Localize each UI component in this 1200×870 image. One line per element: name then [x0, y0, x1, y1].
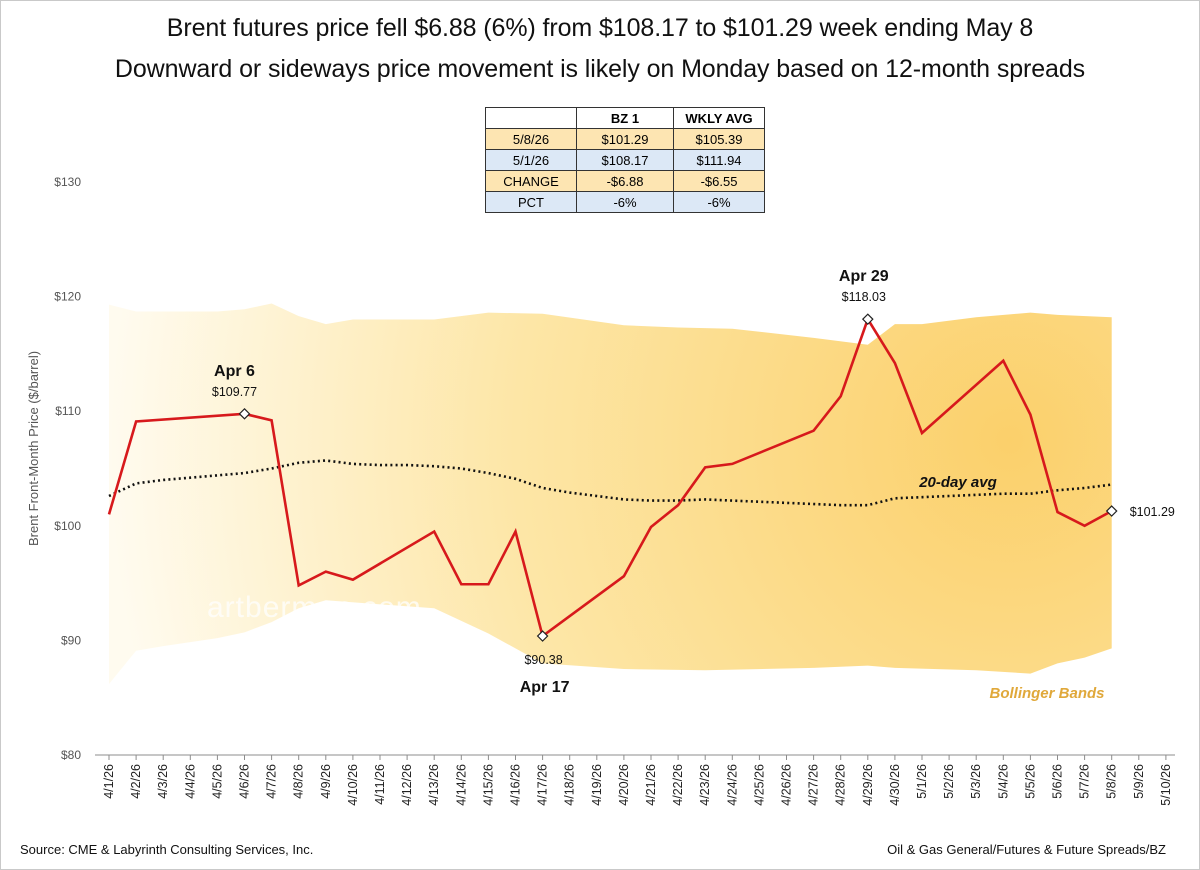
- x-tick-label: 4/14/26: [454, 764, 468, 806]
- x-tick-label: 4/21/26: [644, 764, 658, 806]
- marker-diamond: [238, 407, 251, 420]
- x-tick-label: 4/11/26: [373, 764, 387, 805]
- marker-diamond: [861, 313, 874, 326]
- y-axis-label: Brent Front-Month Price ($/barrel): [26, 351, 41, 546]
- peak-date-label: Apr 29: [839, 268, 889, 285]
- last-value-label: $101.29: [1130, 505, 1175, 519]
- category-note: Oil & Gas General/Futures & Future Sprea…: [887, 842, 1166, 857]
- x-tick-label: 4/1/26: [102, 764, 116, 799]
- summary-header-cell: BZ 1: [576, 107, 674, 129]
- x-tick-label: 4/17/26: [536, 764, 550, 806]
- peak-value-label: $118.03: [842, 290, 886, 304]
- bollinger-band: [109, 303, 1112, 684]
- x-tick-label: 4/25/26: [752, 764, 766, 806]
- y-tick-label: $90: [61, 633, 81, 647]
- summary-cell: 5/1/26: [485, 149, 577, 171]
- summary-row: CHANGE -$6.88 -$6.55: [485, 170, 765, 192]
- x-tick-label: 4/18/26: [563, 764, 577, 806]
- summary-row: 5/8/26 $101.29 $105.39: [485, 128, 765, 150]
- x-tick-label: 5/7/26: [1078, 764, 1092, 799]
- summary-cell: -6%: [576, 191, 674, 213]
- x-tick-label: 5/10/26: [1159, 764, 1173, 806]
- peak-date-label: Apr 6: [214, 363, 255, 380]
- x-tick-label: 4/20/26: [617, 764, 631, 806]
- x-tick-label: 4/23/26: [698, 764, 712, 806]
- summary-row: 5/1/26 $108.17 $111.94: [485, 149, 765, 171]
- x-tick-label: 4/3/26: [156, 764, 170, 799]
- summary-cell: -$6.88: [576, 170, 674, 192]
- chart-subtitle: Downward or sideways price movement is l…: [114, 55, 1086, 83]
- x-tick-label: 4/12/26: [400, 764, 414, 806]
- x-tick-label: 4/2/26: [129, 764, 143, 799]
- x-tick-label: 4/30/26: [888, 764, 902, 806]
- summary-cell: $101.29: [576, 128, 674, 150]
- price-line: [107, 316, 1113, 639]
- x-tick-label: 5/5/26: [1023, 764, 1037, 799]
- x-tick-label: 4/7/26: [265, 764, 279, 799]
- summary-cell: PCT: [485, 191, 577, 213]
- summary-cell: $108.17: [576, 149, 674, 171]
- chart-title: Brent futures price fell $6.88 (6%) from…: [166, 14, 1034, 42]
- bands-series-label: Bollinger Bands: [989, 685, 1104, 702]
- summary-cell: 5/8/26: [485, 128, 577, 150]
- x-tick-label: 4/19/26: [590, 764, 604, 806]
- summary-table: BZ 1 WKLY AVG 5/8/26 $101.29 $105.39 5/1…: [485, 107, 765, 213]
- x-tick-label: 4/29/26: [861, 764, 875, 806]
- marker-diamond: [1105, 505, 1118, 517]
- y-tick-label: $120: [54, 290, 81, 304]
- summary-row: PCT -6% -6%: [485, 191, 765, 213]
- summary-cell: -$6.55: [673, 170, 765, 192]
- x-tick-label: 5/4/26: [996, 764, 1010, 799]
- x-tick-label: 4/24/26: [725, 764, 739, 806]
- y-tick-label: $130: [54, 175, 81, 189]
- summary-header-cell: WKLY AVG: [673, 107, 765, 129]
- x-tick-label: 4/5/26: [210, 764, 224, 799]
- x-tick-label: 4/28/26: [834, 764, 848, 806]
- x-tick-label: 4/8/26: [292, 764, 306, 799]
- x-tick-label: 5/6/26: [1051, 764, 1065, 799]
- y-tick-label: $110: [55, 404, 81, 418]
- x-tick-label: 4/10/26: [346, 764, 360, 806]
- y-tick-label: $100: [54, 519, 81, 533]
- y-tick-label: $80: [61, 748, 81, 762]
- x-tick-label: 5/3/26: [969, 764, 983, 799]
- x-tick-label: 4/13/26: [427, 764, 441, 806]
- x-tick-label: 4/26/26: [780, 764, 794, 806]
- x-tick-label: 4/9/26: [319, 764, 333, 799]
- x-tick-label: 5/9/26: [1132, 764, 1146, 799]
- summary-header-cell: [485, 107, 577, 129]
- peak-value-label: $109.77: [212, 385, 257, 399]
- x-tick-label: 4/16/26: [509, 764, 523, 806]
- x-tick-label: 4/15/26: [481, 764, 495, 806]
- x-tick-label: 5/8/26: [1105, 764, 1119, 799]
- summary-cell: $105.39: [673, 128, 765, 150]
- trough-date-label: Apr 17: [520, 679, 570, 696]
- x-tick-label: 4/27/26: [807, 764, 821, 806]
- x-tick-label: 4/4/26: [183, 764, 197, 799]
- summary-cell: $111.94: [673, 149, 765, 171]
- summary-cell: -6%: [673, 191, 765, 213]
- x-tick-label: 5/2/26: [942, 764, 956, 799]
- summary-cell: CHANGE: [485, 170, 577, 192]
- source-note: Source: CME & Labyrinth Consulting Servi…: [20, 842, 314, 857]
- x-tick-label: 5/1/26: [915, 764, 929, 799]
- summary-header-row: BZ 1 WKLY AVG: [485, 107, 765, 129]
- x-tick-label: 4/6/26: [238, 764, 252, 799]
- trough-value-label: $90.38: [524, 653, 562, 667]
- x-tick-label: 4/22/26: [671, 764, 685, 806]
- avg-series-label: 20-day avg: [918, 474, 997, 491]
- watermark: artberman.com: [207, 591, 422, 624]
- marker-diamond: [536, 630, 549, 642]
